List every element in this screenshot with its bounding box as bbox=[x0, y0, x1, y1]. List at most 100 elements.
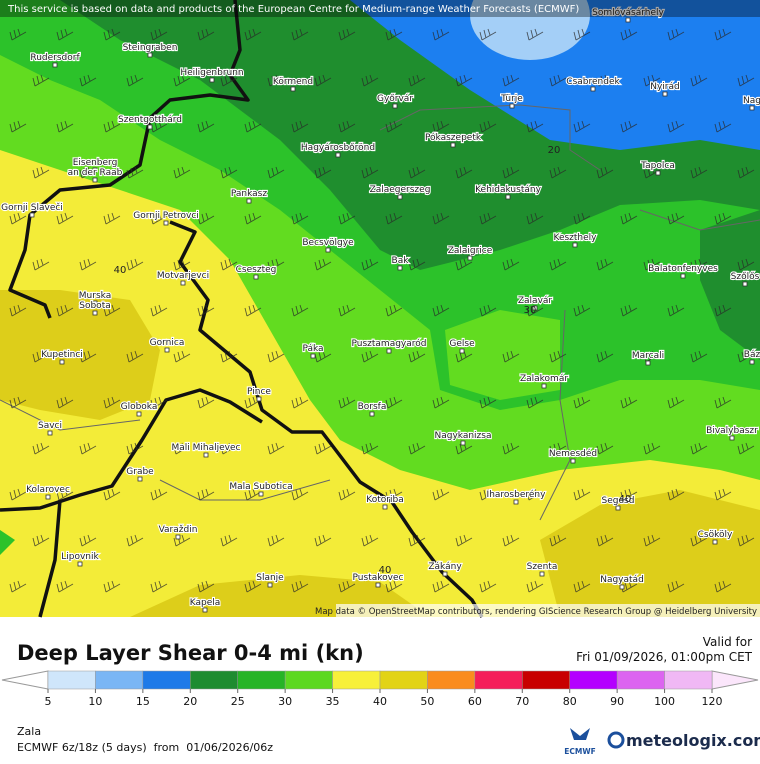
notice: This service is based on data and produc… bbox=[7, 4, 579, 15]
place-dot bbox=[267, 582, 273, 588]
wind-barb bbox=[32, 74, 50, 87]
legend-swatch bbox=[142, 670, 191, 690]
wind-barb bbox=[197, 396, 215, 409]
ecmwf-logo: ECMWF bbox=[564, 747, 596, 756]
wind-barb bbox=[596, 534, 614, 547]
place-dot bbox=[450, 142, 456, 148]
place-label: Varaždin bbox=[159, 525, 198, 535]
place-dot bbox=[729, 435, 735, 441]
wind-barb bbox=[173, 350, 191, 363]
legend-tick-label: 100 bbox=[654, 695, 675, 708]
place-labels: Somlóvásárhely Steingraben Rudersdorf Heili… bbox=[0, 6, 760, 613]
place-label: Báz bbox=[744, 350, 760, 360]
legend-swatch bbox=[95, 670, 144, 690]
valid-label: Valid for bbox=[703, 635, 752, 649]
wind-barb bbox=[737, 534, 755, 547]
place-dot bbox=[52, 62, 58, 68]
wind-barb bbox=[197, 488, 215, 501]
wind-barb bbox=[737, 74, 755, 87]
place-label: Iharosberény bbox=[487, 489, 547, 500]
place-dot bbox=[386, 348, 392, 354]
place-dot bbox=[625, 17, 631, 23]
legend-tick-label: 60 bbox=[468, 695, 482, 708]
legend-swatch bbox=[379, 670, 428, 690]
place-label: Szentgotthárd bbox=[118, 115, 182, 125]
wind-barb bbox=[549, 166, 567, 179]
legend-swatch bbox=[284, 670, 333, 690]
wind-barb bbox=[455, 74, 473, 87]
place-label: Kolarovec bbox=[26, 485, 70, 495]
wind-barb bbox=[291, 488, 309, 501]
legend-tick-label: 15 bbox=[136, 695, 150, 708]
place-label: Gornji Slaveči bbox=[1, 202, 63, 213]
wind-barb bbox=[9, 580, 27, 593]
place-dot bbox=[375, 582, 381, 588]
field-blue bbox=[350, 0, 760, 150]
place-dot bbox=[92, 300, 98, 306]
wind-barb bbox=[244, 304, 262, 317]
wind-barb bbox=[596, 258, 614, 271]
wind-barb bbox=[667, 396, 685, 409]
wind-barb bbox=[455, 166, 473, 179]
place-dot bbox=[203, 452, 209, 458]
place-label: Szenta bbox=[527, 562, 558, 572]
wind-barb bbox=[667, 580, 685, 593]
wind-barb bbox=[361, 442, 379, 455]
wind-barb bbox=[526, 304, 544, 317]
wind-barb bbox=[596, 350, 614, 363]
legend-arrow-left bbox=[1, 670, 49, 690]
legend-tick-label: 10 bbox=[88, 695, 102, 708]
wind-barb bbox=[103, 580, 121, 593]
place-label: Rudersdorf bbox=[30, 53, 80, 63]
place-dot bbox=[749, 359, 755, 365]
wind-barb bbox=[479, 396, 497, 409]
wind-barb bbox=[714, 488, 732, 501]
wind-barb bbox=[56, 488, 74, 501]
wind-barb bbox=[408, 442, 426, 455]
brand: meteologix.com bbox=[626, 731, 760, 750]
place-dot bbox=[680, 273, 686, 279]
wind-barb bbox=[361, 258, 379, 271]
wind-barb bbox=[596, 442, 614, 455]
wind-barb bbox=[126, 258, 144, 271]
wind-barb bbox=[79, 166, 97, 179]
wind-barb bbox=[737, 166, 755, 179]
wind-barb bbox=[432, 28, 450, 41]
wind-barb bbox=[244, 212, 262, 225]
wind-barb bbox=[103, 488, 121, 501]
place-label: Gelse bbox=[449, 339, 475, 349]
wind-barb bbox=[667, 28, 685, 41]
place-dot bbox=[246, 198, 252, 204]
wind-barb bbox=[197, 304, 215, 317]
field-dark-yellow-2 bbox=[540, 490, 760, 617]
place-label: Mali Mihaljevec bbox=[172, 443, 241, 453]
place-label: Bak bbox=[392, 256, 410, 266]
place-label: Zákány bbox=[428, 562, 462, 572]
wind-barb bbox=[526, 28, 544, 41]
place-dot bbox=[505, 194, 511, 200]
place-label: Tapolca bbox=[640, 161, 675, 171]
legend-tick-label: 50 bbox=[420, 695, 434, 708]
wind-barb bbox=[314, 166, 332, 179]
wind-barb bbox=[338, 212, 356, 225]
legend-arrow-right bbox=[711, 670, 759, 690]
wind-barb bbox=[197, 580, 215, 593]
place-dot bbox=[256, 396, 262, 402]
wind-barb bbox=[385, 488, 403, 501]
wind-barb bbox=[126, 442, 144, 455]
brand-icon bbox=[607, 731, 625, 749]
wind-barb bbox=[526, 120, 544, 133]
legend-swatch bbox=[427, 670, 476, 690]
wind-barb bbox=[432, 120, 450, 133]
wind-barb bbox=[714, 304, 732, 317]
wind-barb bbox=[667, 304, 685, 317]
wind-barb bbox=[150, 580, 168, 593]
place-dot bbox=[369, 411, 375, 417]
wind-barb bbox=[690, 166, 708, 179]
wind-barb bbox=[714, 580, 732, 593]
wind-barb bbox=[150, 28, 168, 41]
wind-barb bbox=[9, 212, 27, 225]
place-label: Borsfa bbox=[358, 402, 387, 412]
wind-barb bbox=[338, 28, 356, 41]
field-dark-green-2 bbox=[700, 210, 760, 360]
